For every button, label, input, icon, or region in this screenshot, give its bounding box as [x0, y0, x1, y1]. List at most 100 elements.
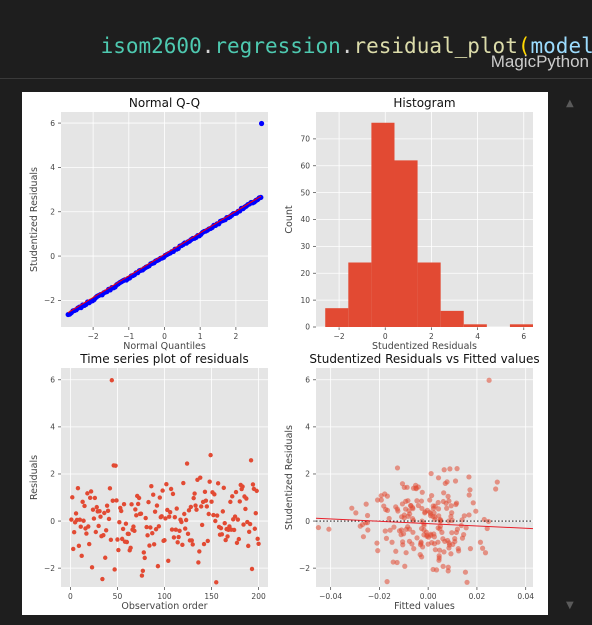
fit-point [441, 467, 447, 473]
ts-point [218, 525, 224, 531]
ts-point [198, 475, 203, 480]
hist-panel: −2 0 2 4 6010203040506070HistogramStudentize… [284, 96, 533, 352]
ts-point [139, 573, 145, 578]
fit-point [427, 497, 433, 503]
fit-point [410, 529, 416, 535]
hist-y-tick-label: 50 [300, 188, 310, 197]
ts-point [206, 511, 211, 517]
fit-x-tick-label: 0.04 [517, 592, 534, 601]
ts-point [79, 553, 84, 559]
ts-point [73, 511, 79, 516]
fit-y-tick-label: 2 [305, 470, 310, 479]
fit-point [357, 523, 363, 529]
fit-point [400, 531, 407, 537]
qq-title: Normal Q-Q [129, 96, 200, 110]
code-submodule: regression [214, 34, 341, 58]
ts-point [138, 511, 144, 516]
fit-point [403, 550, 409, 556]
hist-y-tick-label: 0 [305, 323, 310, 332]
ts-point [204, 504, 210, 509]
code-dot: . [201, 34, 215, 58]
ts-point [81, 518, 86, 523]
fit-point [436, 555, 442, 561]
ts-point [110, 498, 115, 503]
ts-point [207, 479, 212, 484]
fit-point [449, 510, 455, 516]
fit-point [444, 537, 451, 544]
ts-point [149, 484, 154, 489]
triangle-down-icon[interactable]: ▼ [566, 600, 574, 611]
fit-point [493, 486, 499, 492]
ts-point [121, 501, 127, 507]
fit-point [396, 528, 403, 534]
ts-point [170, 491, 176, 497]
ts-point [105, 508, 111, 514]
fit-y-tick-label: −2 [299, 564, 310, 573]
ts-point [166, 558, 171, 563]
ts-point [87, 495, 93, 501]
ts-point [90, 507, 96, 512]
fit-x-axis-label: Fitted values [394, 601, 455, 612]
hist-x-tick-label: 4 [475, 332, 480, 341]
fit-point [413, 482, 419, 488]
qq-x-tick-label: −2 [88, 332, 99, 341]
ts-y-tick-label: 6 [50, 375, 55, 384]
fit-point [381, 503, 387, 509]
fit-point [431, 531, 437, 537]
ts-point [103, 555, 108, 560]
ts-point [91, 516, 97, 521]
ts-point [174, 506, 179, 511]
fit-point [454, 526, 461, 532]
ts-point [183, 517, 189, 523]
ts-x-tick-label: 50 [113, 592, 123, 601]
ts-point [179, 519, 184, 525]
code-line[interactable]: isom2600.regression.residual_plot(model) [50, 10, 592, 82]
code-cell[interactable]: isom2600.regression.residual_plot(model)… [0, 0, 592, 79]
qq-y-tick-label: 2 [50, 207, 55, 216]
fit-point [446, 545, 452, 551]
triangle-up-icon[interactable]: ▲ [566, 98, 574, 109]
ts-point [156, 524, 162, 529]
ts-point [76, 543, 82, 549]
ts-point [123, 521, 129, 526]
ts-point [248, 458, 254, 463]
ts-point [153, 527, 159, 532]
ts-point [97, 509, 102, 514]
ts-point [186, 508, 192, 513]
histogram-bar [325, 308, 349, 327]
ts-x-tick-label: 200 [251, 592, 266, 601]
qq-y-axis-label: Studentized Residuals [29, 167, 40, 272]
ts-point [225, 534, 230, 539]
ts-point [182, 511, 187, 517]
ts-point [112, 567, 117, 572]
fit-point [411, 546, 417, 552]
ts-point [85, 491, 90, 496]
language-mode-label[interactable]: MagicPython [490, 52, 589, 71]
fit-x-tick-label: 0.00 [420, 592, 437, 601]
qq-x-axis-label: Normal Quantiles [123, 341, 206, 352]
ts-point [151, 492, 156, 497]
ts-point [235, 517, 241, 522]
fit-point [461, 513, 467, 519]
fit-point [393, 504, 399, 510]
fit-point [418, 540, 424, 546]
ts-x-tick-label: 100 [157, 592, 172, 601]
fit-point [363, 501, 369, 507]
fit-point [431, 541, 438, 547]
ts-point [77, 517, 83, 522]
ts-point [181, 480, 186, 486]
ts-point [141, 550, 146, 555]
ts-point [209, 499, 214, 504]
fit-plot-area [316, 368, 533, 587]
ts-point [240, 484, 245, 489]
fit-point [419, 505, 425, 512]
fit-point [470, 500, 476, 506]
ts-point [87, 541, 92, 547]
ts-point [103, 528, 109, 533]
ts-point [194, 507, 199, 512]
qq-x-tick-label: −1 [123, 332, 134, 341]
ts-point [71, 546, 76, 552]
fit-point [437, 518, 443, 524]
ts-point [177, 528, 182, 533]
fit-point [441, 490, 447, 496]
